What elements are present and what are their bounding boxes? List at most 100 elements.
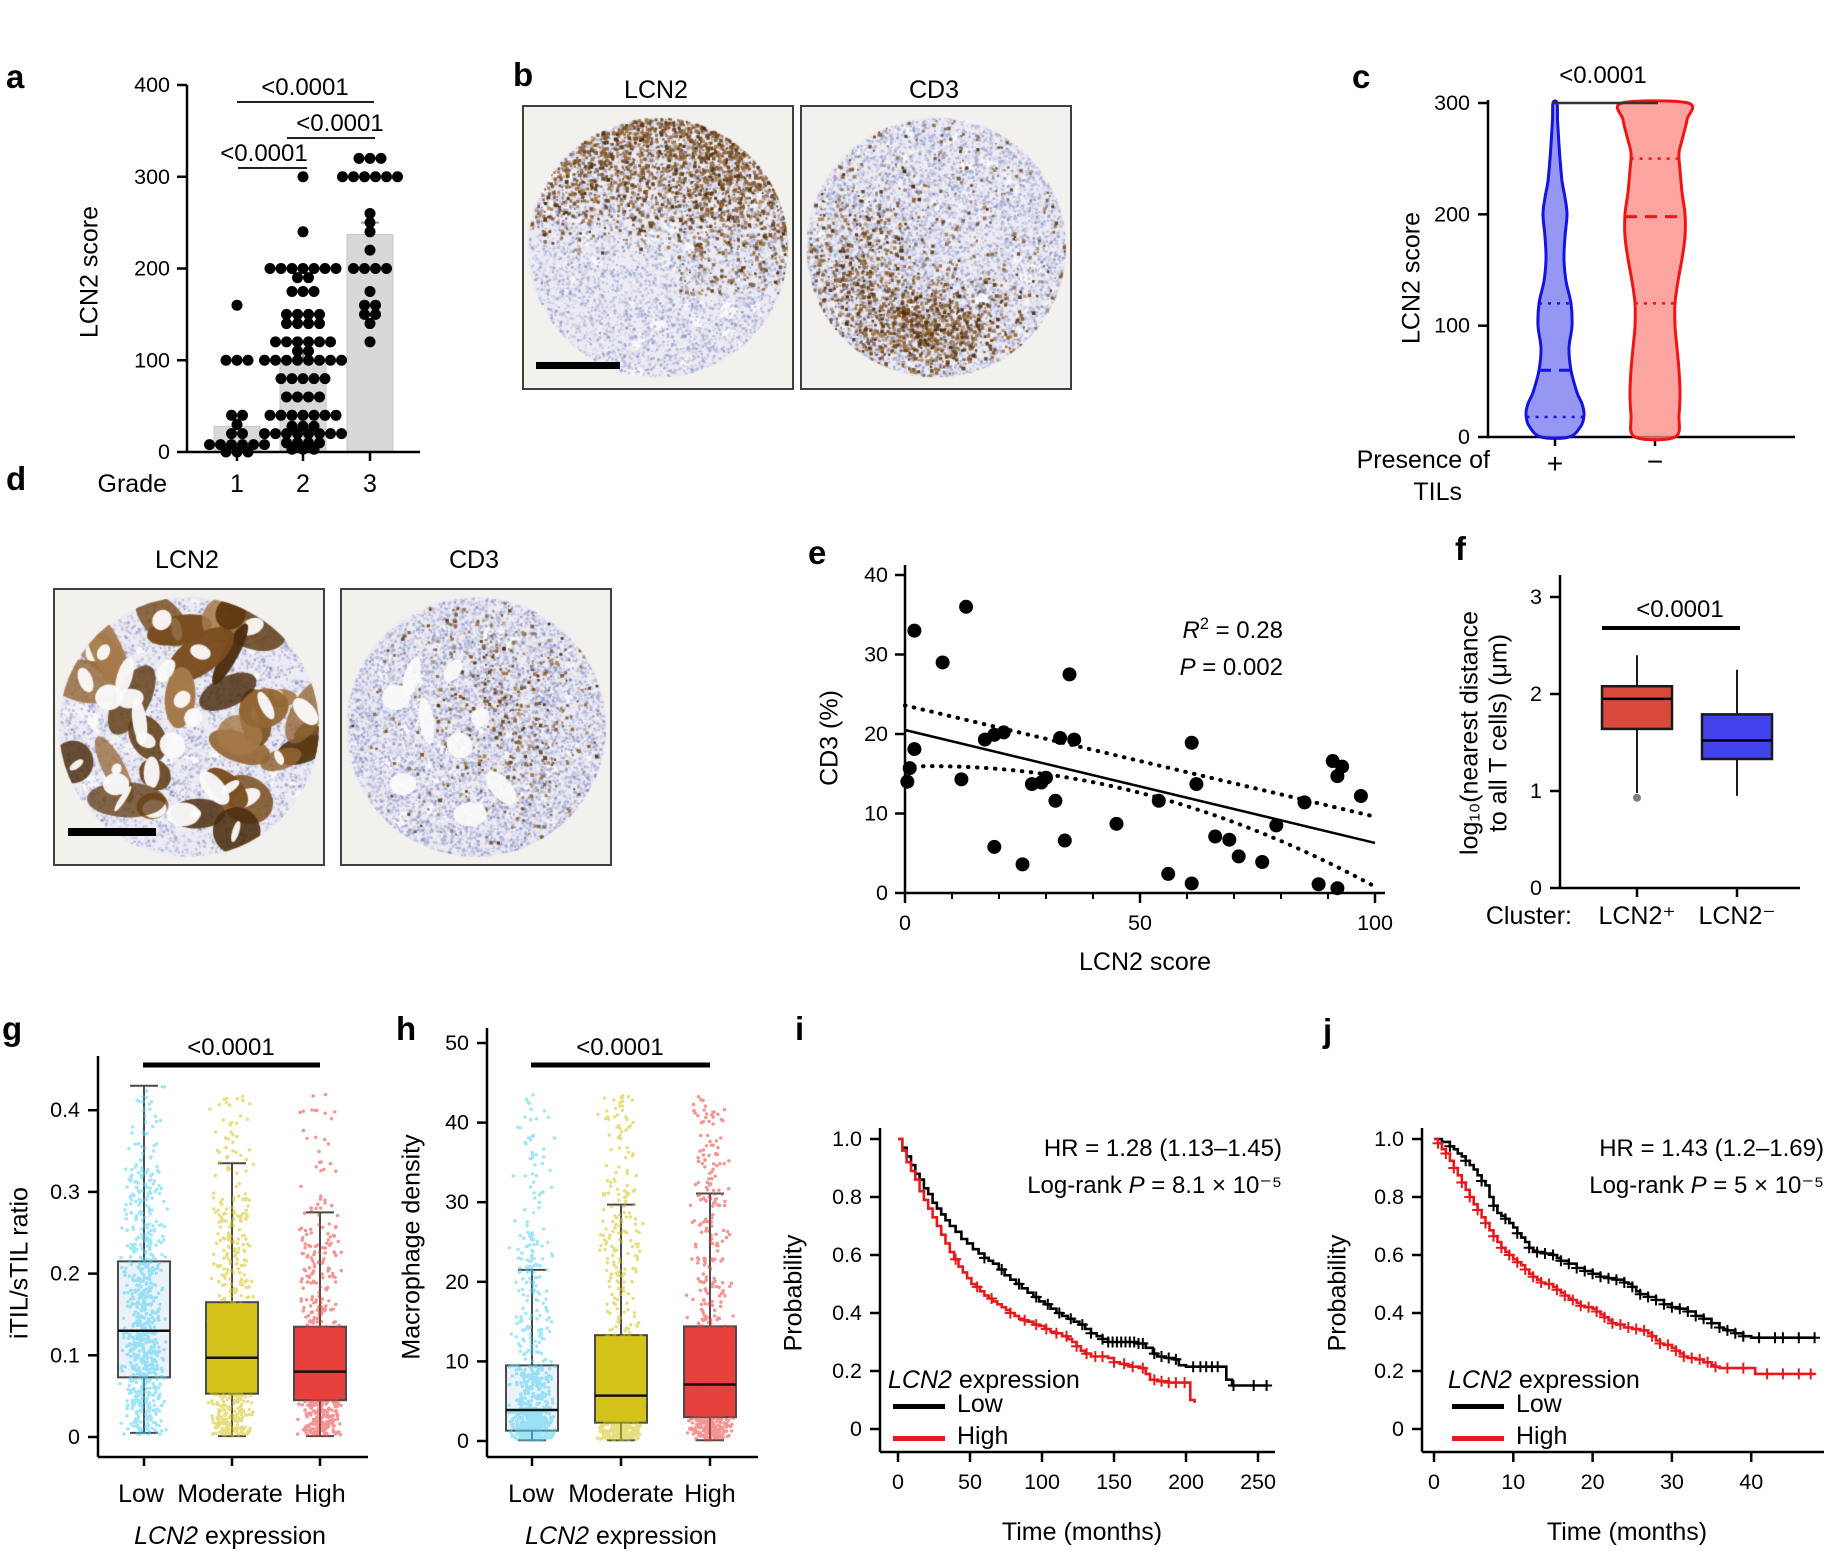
violin-+ <box>1524 99 1586 440</box>
x-tick-label: 20 <box>1581 1470 1605 1494</box>
j-logrank-p: P <box>1690 1172 1707 1200</box>
i-logrank-prefix: Log-rank <box>1027 1172 1129 1200</box>
y-tick-label: 0.2 <box>832 1359 862 1383</box>
data-point <box>303 391 314 403</box>
data-point <box>1067 732 1082 747</box>
panel-label-f: f <box>1455 530 1466 567</box>
c-y-axis-title: LCN2 score <box>1397 212 1426 344</box>
data-point <box>996 725 1011 740</box>
data-point <box>281 318 292 330</box>
data-point <box>370 171 381 183</box>
data-point <box>364 244 376 256</box>
data-point <box>281 391 292 403</box>
data-point <box>1330 881 1345 896</box>
j-legend-gene: LCN2 <box>1448 1366 1512 1394</box>
data-point <box>286 420 298 432</box>
y-tick-label: 300 <box>134 165 170 189</box>
data-point <box>237 428 248 440</box>
data-point <box>297 263 309 274</box>
data-point <box>281 354 292 366</box>
data-point <box>1353 789 1368 804</box>
e-annotation-p: P = 0.002 <box>993 649 1283 686</box>
y-tick-label: 100 <box>134 348 170 372</box>
y-tick-label: 0 <box>850 1417 862 1441</box>
data-point <box>330 409 342 421</box>
panel-label-d: d <box>6 460 27 497</box>
j-logrank-value: = 5 × 10⁻⁵ <box>1706 1172 1824 1200</box>
h-x-axis-title-gene: LCN2 <box>525 1522 590 1550</box>
x-tick-label: 200 <box>1168 1470 1204 1494</box>
data-point <box>259 439 270 451</box>
x-tick-label: 100 <box>1024 1470 1060 1494</box>
panel-i-chart: 0 0.2 0.4 0.6 0.8 1.0 0 50 100 150 200 250 <box>832 1127 1276 1494</box>
jitter-cloud-Moderate <box>206 1094 257 1438</box>
data-point <box>231 418 243 430</box>
g-pvalue: <0.0001 <box>187 1034 275 1061</box>
a-category-grade3: 3 <box>363 470 377 498</box>
data-point <box>1222 832 1237 847</box>
g-category-moderate: Moderate <box>177 1480 283 1508</box>
y-tick-label: 2 <box>1530 682 1542 706</box>
data-point <box>314 308 325 320</box>
jitter-cloud-High <box>684 1095 736 1442</box>
e-data-points <box>900 599 1368 896</box>
y-tick-label: 0.2 <box>50 1262 80 1286</box>
c-category-plus: + <box>1546 448 1564 479</box>
e-x-axis-title: LCN2 score <box>1079 948 1211 976</box>
data-point <box>314 437 325 449</box>
panel-label-a: a <box>6 58 25 95</box>
g-y-axis-title: iTIL/sTIL ratio <box>5 1187 34 1339</box>
data-point <box>292 345 303 357</box>
x-tick-label: 50 <box>1128 911 1152 935</box>
data-point <box>314 336 325 348</box>
y-tick-label: 0.8 <box>832 1185 862 1209</box>
data-point <box>275 409 287 421</box>
data-point <box>325 354 336 366</box>
y-tick-label: 50 <box>445 1031 469 1055</box>
g-x-axis-title-rest: expression <box>198 1522 326 1550</box>
panel-e-chart: 0 10 20 30 40 0 50 100 <box>864 563 1393 935</box>
ihc-image-b-cd3 <box>800 105 1072 390</box>
i-legend-rest: expression <box>951 1366 1080 1394</box>
data-point <box>325 336 336 348</box>
g-category-high: High <box>294 1480 346 1508</box>
j-x-axis-title: Time (months) <box>1546 1518 1708 1546</box>
data-point <box>319 373 331 385</box>
j-legend-high-label: High <box>1516 1422 1568 1450</box>
data-point <box>359 263 370 274</box>
data-point <box>303 345 314 357</box>
data-point <box>1330 769 1345 784</box>
data-point <box>370 308 381 320</box>
i-hr-text: HR = 1.28 (1.13–1.45) <box>1043 1135 1282 1162</box>
data-point <box>259 428 270 440</box>
a-pvalue-2v3: <0.0001 <box>296 110 384 137</box>
censor-marks-high <box>950 1253 1191 1389</box>
c-x-axis-title-line1: Presence of <box>1356 446 1490 474</box>
data-point <box>303 336 314 348</box>
panel-label-j: j <box>1323 1012 1333 1049</box>
data-point <box>935 655 950 670</box>
data-point <box>1255 854 1270 869</box>
x-tick-label: 10 <box>1501 1470 1525 1494</box>
panel-label-c: c <box>1352 58 1371 95</box>
data-point <box>359 299 370 311</box>
data-point <box>987 839 1002 854</box>
data-point <box>336 428 347 440</box>
y-tick-label: 3 <box>1530 585 1542 609</box>
i-logrank-text: Log-rank P = 8.1 × 10⁻⁵ <box>990 1167 1282 1204</box>
x-tick-label: 0 <box>892 1470 904 1494</box>
data-point <box>303 354 314 366</box>
e-p-symbol: P <box>1179 654 1196 682</box>
c-category-minus: − <box>1646 446 1664 477</box>
y-tick-label: 10 <box>445 1349 469 1373</box>
x-tick-label: 100 <box>1357 911 1393 935</box>
y-tick-label: 1.0 <box>832 1127 862 1151</box>
jitter-cloud-High <box>294 1092 345 1438</box>
a-pvalue-1v3: <0.0001 <box>261 74 349 101</box>
censor-marks-low <box>978 1252 1273 1391</box>
data-point <box>231 354 243 366</box>
a-data-points <box>204 152 403 458</box>
data-point <box>314 391 325 403</box>
